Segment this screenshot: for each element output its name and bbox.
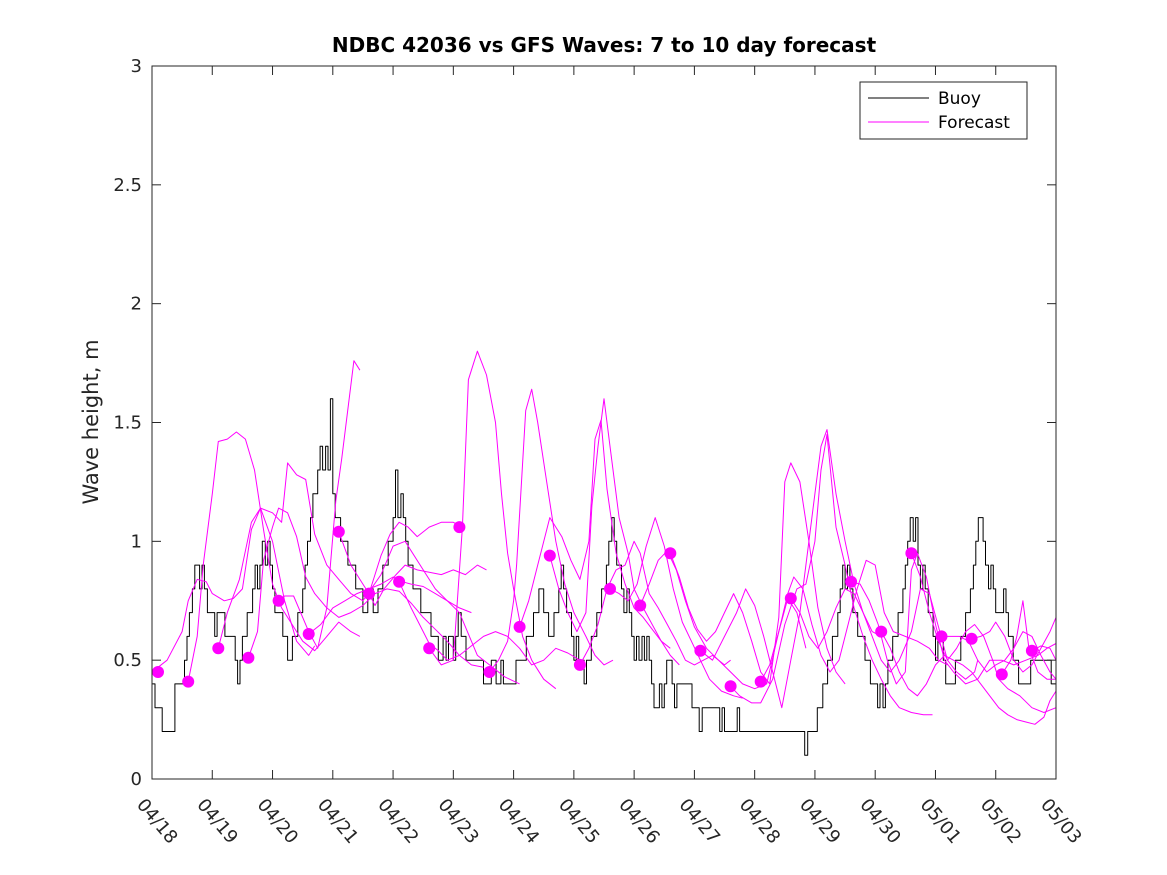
forecast-start-marker — [573, 658, 586, 671]
forecast-start-marker — [242, 651, 255, 664]
forecast-series-line-7 — [338, 531, 487, 606]
forecast-start-marker — [965, 632, 978, 645]
forecast-start-marker — [604, 582, 616, 595]
forecast-series-line-27 — [1001, 600, 1056, 680]
y-tick-label: 1 — [131, 531, 142, 552]
plot-background — [152, 66, 1056, 779]
legend-forecast-label: Forecast — [938, 113, 1010, 133]
forecast-series-line-6 — [308, 576, 520, 685]
forecast-series-line-12 — [519, 419, 671, 649]
forecast-series-line-15 — [609, 517, 743, 699]
forecast-series-line-8 — [368, 521, 463, 594]
forecast-series-line-10 — [428, 350, 557, 690]
forecast-start-marker — [152, 666, 164, 678]
forecast-start-marker — [694, 644, 707, 657]
marker-layer — [152, 521, 1038, 693]
legend-box — [859, 81, 1028, 140]
forecast-series-line-2 — [187, 431, 361, 682]
forecast-start-marker — [212, 642, 225, 655]
y-tick-label: 0.5 — [113, 650, 142, 671]
forecast-series-line-9 — [398, 581, 581, 666]
chart-title: NDBC 42036 vs GFS Waves: 7 to 10 day for… — [332, 33, 877, 57]
forecast-series-line-20 — [760, 559, 948, 682]
forecast-start-marker — [363, 587, 375, 600]
y-tick-label: 1.5 — [113, 413, 142, 434]
forecast-series-line-25 — [941, 631, 1057, 680]
forecast-start-marker — [754, 675, 767, 688]
forecast-start-marker — [784, 592, 797, 605]
legend-buoy-label: Buoy — [938, 89, 981, 109]
forecast-start-marker — [543, 549, 556, 562]
forecast-series-line-26 — [971, 617, 1057, 673]
forecast-series-line-19 — [730, 433, 933, 716]
y-tick-label: 2 — [131, 294, 142, 315]
forecast-start-marker — [845, 575, 858, 588]
y-axis-label: Wave height, m — [79, 339, 103, 504]
plot-area: 04/18 04/19 04/20 04/21 04/22 04/23 04/24 04/25… — [113, 56, 1085, 848]
forecast-series-line-11 — [489, 388, 614, 673]
forecast-start-marker — [875, 625, 888, 638]
forecast-series-line-4 — [247, 507, 484, 668]
legend: Buoy Forecast — [859, 81, 1028, 140]
forecast-start-marker — [724, 680, 737, 693]
forecast-series-line-5 — [278, 360, 361, 649]
forecast-start-marker — [1025, 644, 1038, 657]
y-tick-label: 2.5 — [113, 175, 142, 196]
forecast-start-marker — [935, 630, 948, 643]
forecast-series-line-17 — [669, 462, 846, 685]
forecast-start-marker — [182, 675, 195, 688]
forecast-series-line-23 — [880, 631, 1057, 725]
series-layer — [151, 350, 1057, 756]
forecast-series-line-22 — [850, 552, 1057, 685]
forecast-start-marker — [513, 620, 526, 633]
forecast-start-marker — [332, 525, 345, 538]
y-tick-label: 3 — [131, 56, 142, 77]
forecast-series-line-24 — [910, 553, 1057, 713]
forecast-start-marker — [302, 628, 315, 640]
forecast-series-line-1 — [151, 507, 316, 673]
buoy-series-line — [152, 398, 1057, 756]
forecast-start-marker — [634, 599, 647, 612]
forecast-start-marker — [453, 521, 466, 534]
forecast-start-marker — [483, 666, 496, 678]
forecast-start-marker — [423, 642, 436, 655]
forecast-series-line-14 — [579, 540, 731, 666]
forecast-series-line-3 — [217, 462, 472, 649]
forecast-series-line-21 — [790, 588, 979, 680]
forecast-start-marker — [905, 547, 918, 560]
forecast-start-marker — [664, 547, 677, 560]
forecast-start-marker — [995, 668, 1008, 681]
forecast-series-line-13 — [549, 398, 680, 666]
y-tick-label: 0 — [131, 769, 142, 790]
forecast-start-marker — [272, 594, 285, 607]
forecast-start-marker — [393, 575, 406, 588]
